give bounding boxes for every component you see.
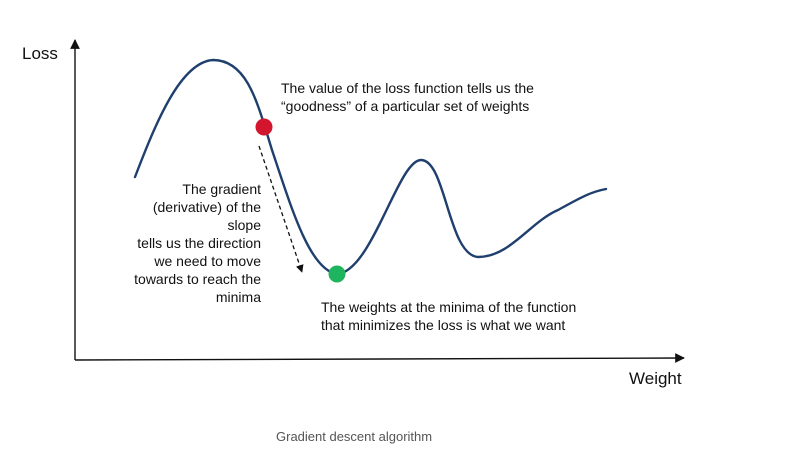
annotation-line: towards to reach the xyxy=(134,271,261,287)
y-axis-label: Loss xyxy=(22,44,58,63)
annotation-line: “goodness” of a particular set of weight… xyxy=(281,98,530,114)
annotation-line: The weights at the minima of the functio… xyxy=(321,299,577,315)
x-axis xyxy=(74,353,685,363)
current-weight-point xyxy=(255,118,273,136)
annotation-line: slope xyxy=(227,217,261,233)
annotation-line: The value of the loss function tells us … xyxy=(281,80,534,96)
gradient-direction-arrow xyxy=(258,145,304,273)
annotation-line: (derivative) of the xyxy=(152,199,261,215)
annotation-line: that minimizes the loss is what we want xyxy=(321,317,566,333)
annotation-line: we need to move xyxy=(154,253,261,269)
loss-value-annotation: The value of the loss function tells us … xyxy=(281,79,534,115)
x-axis-label: Weight xyxy=(629,369,682,388)
figure-caption: Gradient descent algorithm xyxy=(276,429,433,444)
minimum-weight-point xyxy=(328,265,346,283)
annotation-line: tells us the direction xyxy=(137,235,261,251)
loss-curve xyxy=(133,58,608,276)
annotation-line: The gradient xyxy=(182,181,261,197)
annotation-line: minima xyxy=(215,289,261,305)
minima-annotation: The weights at the minima of the functio… xyxy=(321,298,576,334)
gradient-annotation: The gradient (derivative) of the slope t… xyxy=(134,180,261,306)
